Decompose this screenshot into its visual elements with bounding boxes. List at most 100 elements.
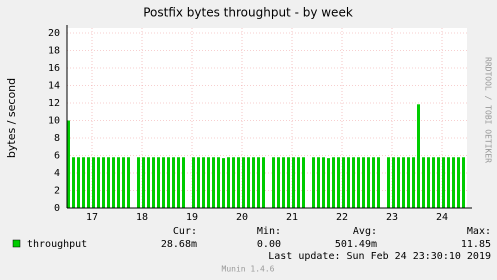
x-tick-label: 22 xyxy=(336,212,348,223)
bar xyxy=(417,104,420,208)
x-tick-label: 20 xyxy=(236,212,248,223)
bar xyxy=(287,157,290,208)
y-tick-label: 4 xyxy=(54,168,60,179)
y-axis-label: bytes / second xyxy=(5,78,18,158)
bar xyxy=(212,157,215,208)
bar xyxy=(302,157,305,208)
bar xyxy=(347,157,350,208)
x-tick-label: 19 xyxy=(186,212,198,223)
bar xyxy=(292,157,295,208)
bar xyxy=(102,157,105,208)
bar xyxy=(402,157,405,208)
y-tick-label: 14 xyxy=(48,81,60,92)
bar xyxy=(232,157,235,208)
bar xyxy=(77,157,80,208)
y-tick-label: 6 xyxy=(54,151,60,162)
bar xyxy=(72,157,75,208)
y-tick-label: 16 xyxy=(48,63,60,74)
stat-value: 28.68m xyxy=(161,239,197,250)
y-tick-label: 18 xyxy=(48,46,60,57)
bar xyxy=(82,157,85,208)
bar xyxy=(392,157,395,208)
y-tick-label: 8 xyxy=(54,133,60,144)
plot-area xyxy=(67,28,467,208)
bar xyxy=(147,157,150,208)
bar xyxy=(87,157,90,208)
bar xyxy=(367,157,370,208)
bar xyxy=(207,157,210,208)
bar xyxy=(357,157,360,208)
bar xyxy=(137,157,140,208)
bar xyxy=(237,157,240,208)
bar xyxy=(152,157,155,208)
legend-label: throughput xyxy=(27,239,87,250)
bar xyxy=(277,157,280,208)
bar xyxy=(322,157,325,208)
bar xyxy=(167,157,170,208)
bar xyxy=(397,157,400,208)
bar xyxy=(247,157,250,208)
bar xyxy=(227,157,230,208)
bar xyxy=(332,157,335,208)
chart-title: Postfix bytes throughput - by week xyxy=(143,6,353,20)
bar xyxy=(197,157,200,208)
bar xyxy=(252,157,255,208)
bar xyxy=(97,157,100,208)
bar xyxy=(182,157,185,208)
bar xyxy=(407,157,410,208)
bar xyxy=(107,157,110,208)
bar xyxy=(112,157,115,208)
stat-header: Cur: xyxy=(173,226,197,237)
bar xyxy=(327,158,330,208)
bar xyxy=(157,157,160,208)
x-tick-label: 24 xyxy=(436,212,448,223)
stat-header: Avg: xyxy=(353,226,377,237)
bar xyxy=(222,158,225,208)
bar xyxy=(352,157,355,208)
side-text: RRDTOOL / TOBI OETIKER xyxy=(484,57,493,163)
bar xyxy=(67,120,70,208)
stat-value: 0.00 xyxy=(257,239,281,250)
bar xyxy=(412,157,415,208)
bar xyxy=(177,157,180,208)
x-tick-label: 23 xyxy=(386,212,398,223)
stat-header: Max: xyxy=(467,226,491,237)
bar xyxy=(452,157,455,208)
bar xyxy=(272,157,275,208)
footer: Munin 1.4.6 xyxy=(222,265,275,274)
stat-header: Min: xyxy=(257,226,281,237)
bar xyxy=(217,157,220,208)
bar xyxy=(117,157,120,208)
bar xyxy=(202,157,205,208)
bar xyxy=(312,157,315,208)
legend-swatch xyxy=(12,239,21,248)
y-tick-label: 0 xyxy=(54,203,60,214)
bar xyxy=(127,157,130,208)
bar xyxy=(462,157,465,208)
bar xyxy=(317,157,320,208)
bar xyxy=(387,157,390,208)
x-tick-label: 18 xyxy=(136,212,148,223)
bar xyxy=(242,157,245,208)
bar xyxy=(362,157,365,208)
bar xyxy=(427,157,430,208)
y-tick-label: 12 xyxy=(48,98,60,109)
bar xyxy=(262,157,265,208)
bar xyxy=(442,157,445,208)
bar xyxy=(377,157,380,208)
bar xyxy=(142,157,145,208)
bar xyxy=(447,157,450,208)
x-tick-label: 21 xyxy=(286,212,298,223)
y-tick-label: 10 xyxy=(48,116,60,127)
x-tick-label: 17 xyxy=(86,212,98,223)
bar xyxy=(337,157,340,208)
bar xyxy=(257,157,260,208)
bar xyxy=(282,157,285,208)
bar xyxy=(192,157,195,208)
stat-value: 501.49m xyxy=(335,239,377,250)
bar xyxy=(122,157,125,208)
bar xyxy=(422,157,425,208)
bar xyxy=(342,157,345,208)
